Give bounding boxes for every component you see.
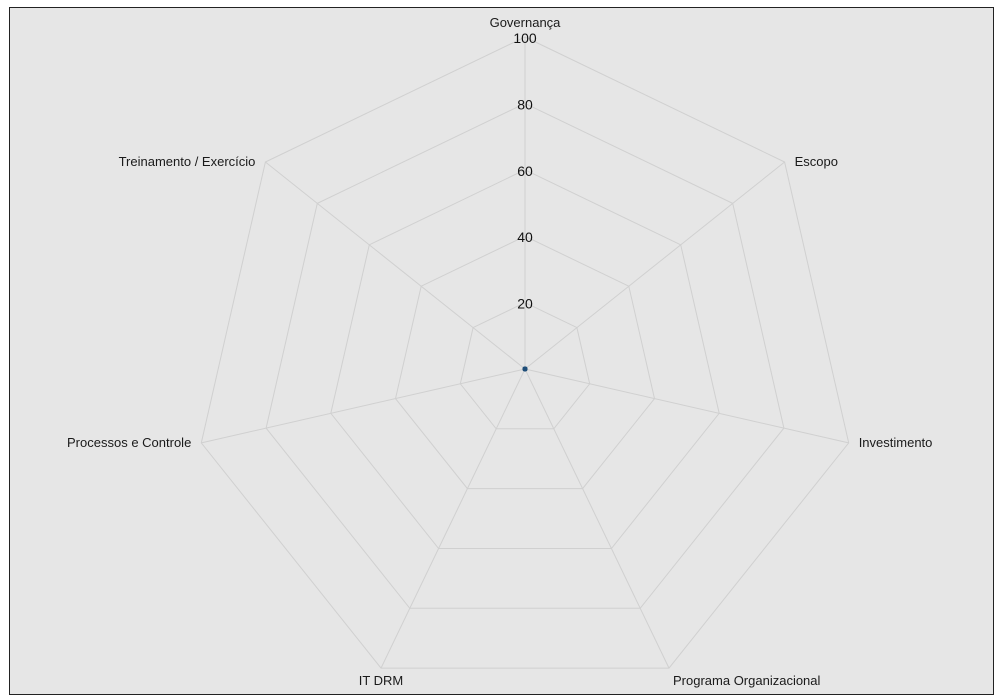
grid-ring-40 [394,235,656,490]
spoke-1 [524,161,785,370]
axis-label-2: Investimento [859,435,933,450]
radial-tick-labels: 20 40 60 80 100 [513,30,537,312]
data-point-0-6 [522,366,528,372]
axis-label-3: Programa Organizacional [673,673,821,688]
grid-ring-60 [330,169,720,549]
spoke-4 [380,368,526,669]
tick-label-20: 20 [517,296,533,312]
radar-spokes [201,37,849,669]
grid-ring-80 [265,102,785,609]
spoke-3 [524,368,670,669]
chart-frame [9,7,994,695]
axis-label-5: Processos e Controle [67,435,191,450]
axis-label-0: Governança [490,15,562,30]
axis-label-1: Escopo [795,154,838,169]
grid-ring-20 [459,302,591,430]
spoke-2 [524,368,849,444]
tick-label-60: 60 [517,163,533,179]
grid-ring-100 [200,36,850,669]
radar-series [522,366,528,372]
axis-labels: Governança Escopo Investimento Programa Org… [67,15,932,688]
radar-grid [200,36,850,669]
tick-label-80: 80 [517,96,533,112]
spoke-6 [265,161,526,370]
axis-label-4: IT DRM [359,673,404,688]
spoke-5 [201,368,526,444]
tick-label-100: 100 [513,30,537,46]
tick-label-40: 40 [517,229,533,245]
axis-label-6: Treinamento / Exercício [119,154,256,169]
